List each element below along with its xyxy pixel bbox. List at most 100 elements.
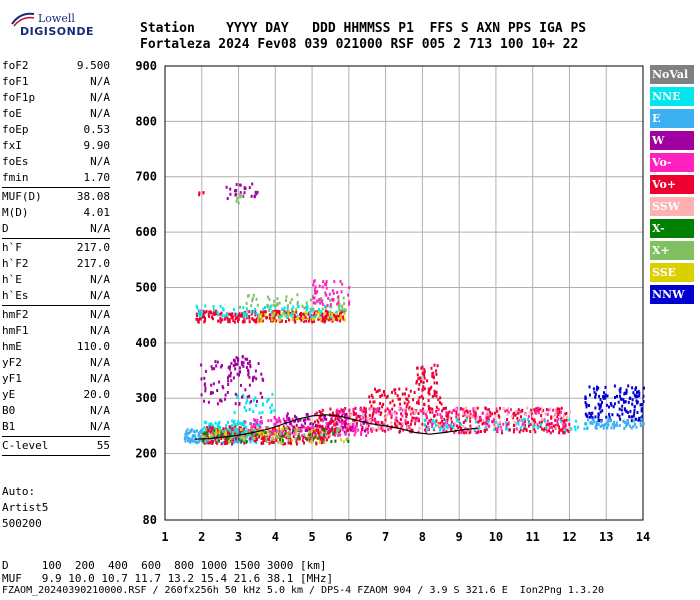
echo-point xyxy=(345,422,348,426)
echo-point xyxy=(611,423,614,427)
echo-point xyxy=(201,439,204,443)
echo-point xyxy=(352,409,355,413)
echo-point xyxy=(312,430,315,434)
echo-point xyxy=(248,430,251,434)
echo-point xyxy=(202,430,205,434)
echo-point xyxy=(301,425,304,429)
echo-point xyxy=(269,307,272,310)
echo-point xyxy=(205,431,208,435)
echo-point xyxy=(216,402,219,406)
echo-point xyxy=(193,430,196,434)
echo-point xyxy=(518,430,521,434)
echo-point xyxy=(198,434,201,438)
echo-point xyxy=(563,431,566,435)
echo-point xyxy=(440,425,442,429)
echo-point xyxy=(461,429,464,433)
echo-point xyxy=(610,419,612,423)
echo-point xyxy=(251,432,254,436)
echo-point xyxy=(413,411,416,415)
echo-point xyxy=(296,314,299,318)
echo-point xyxy=(631,386,634,390)
echo-point xyxy=(196,429,199,433)
echo-point xyxy=(417,412,420,415)
echo-point xyxy=(256,421,259,425)
echo-point xyxy=(231,430,234,434)
echo-point xyxy=(270,319,273,323)
echo-point xyxy=(227,431,230,435)
echo-point xyxy=(193,430,196,434)
echo-point xyxy=(225,185,228,189)
echo-point xyxy=(243,405,246,409)
echo-point xyxy=(410,409,413,413)
echo-point xyxy=(456,406,458,410)
echo-point xyxy=(260,372,263,376)
echo-point xyxy=(317,424,320,428)
echo-point xyxy=(389,426,392,430)
echo-point xyxy=(281,434,284,438)
echo-point xyxy=(384,409,387,413)
echo-point xyxy=(335,412,338,416)
echo-point xyxy=(260,317,263,321)
echo-point xyxy=(323,434,326,437)
echo-point xyxy=(214,312,217,316)
echo-point xyxy=(421,371,424,375)
echo-point xyxy=(401,408,404,412)
legend: NoVal NNE E W Vo- Vo+ SSW X- X+ SSE NNW xyxy=(650,65,694,307)
echo-point xyxy=(204,311,207,315)
echo-point xyxy=(297,432,300,436)
echo-point xyxy=(230,433,233,437)
param-name: hmF1 xyxy=(2,324,29,337)
echo-point xyxy=(194,440,197,444)
echo-point xyxy=(291,318,294,322)
echo-point xyxy=(335,312,338,316)
echo-point xyxy=(585,413,588,417)
echo-point xyxy=(439,413,442,417)
echo-point xyxy=(302,320,305,323)
echo-point xyxy=(341,421,344,425)
echo-point xyxy=(320,297,322,301)
echo-point xyxy=(231,442,233,446)
echo-point xyxy=(242,433,245,437)
echo-point xyxy=(275,438,278,442)
echo-point xyxy=(369,418,372,421)
echo-point xyxy=(254,435,257,439)
echo-point xyxy=(341,409,344,413)
echo-point xyxy=(328,292,331,296)
echo-point xyxy=(390,413,393,417)
echo-point xyxy=(365,428,368,432)
echo-point xyxy=(607,420,610,424)
echo-point xyxy=(436,413,439,416)
echo-point xyxy=(323,427,326,431)
echo-point xyxy=(558,428,561,431)
echo-point xyxy=(274,429,277,433)
echo-point xyxy=(250,312,253,316)
echo-point xyxy=(445,406,447,410)
echo-point xyxy=(236,394,239,398)
echo-point xyxy=(207,427,209,431)
echo-point xyxy=(222,428,225,432)
echo-point xyxy=(445,424,448,428)
echo-point xyxy=(591,416,594,420)
echo-point xyxy=(364,420,366,424)
echo-point xyxy=(627,400,630,404)
echo-point xyxy=(253,423,256,427)
echo-point xyxy=(199,313,202,316)
echo-point xyxy=(215,435,218,439)
echo-point xyxy=(219,398,222,402)
echo-point xyxy=(433,428,436,432)
echo-point xyxy=(312,438,314,442)
echo-point xyxy=(280,314,283,318)
echo-point xyxy=(206,434,209,437)
echo-point xyxy=(257,432,260,436)
echo-point xyxy=(342,296,345,300)
echo-point xyxy=(328,433,331,437)
echo-point xyxy=(323,439,326,443)
echo-point xyxy=(259,317,262,321)
echo-point xyxy=(308,439,311,443)
echo-point xyxy=(425,430,428,434)
echo-point xyxy=(349,427,352,431)
echo-point xyxy=(319,313,322,317)
param-value: N/A xyxy=(90,155,110,168)
echo-point xyxy=(271,310,274,314)
auto-label: Auto: xyxy=(2,485,36,498)
